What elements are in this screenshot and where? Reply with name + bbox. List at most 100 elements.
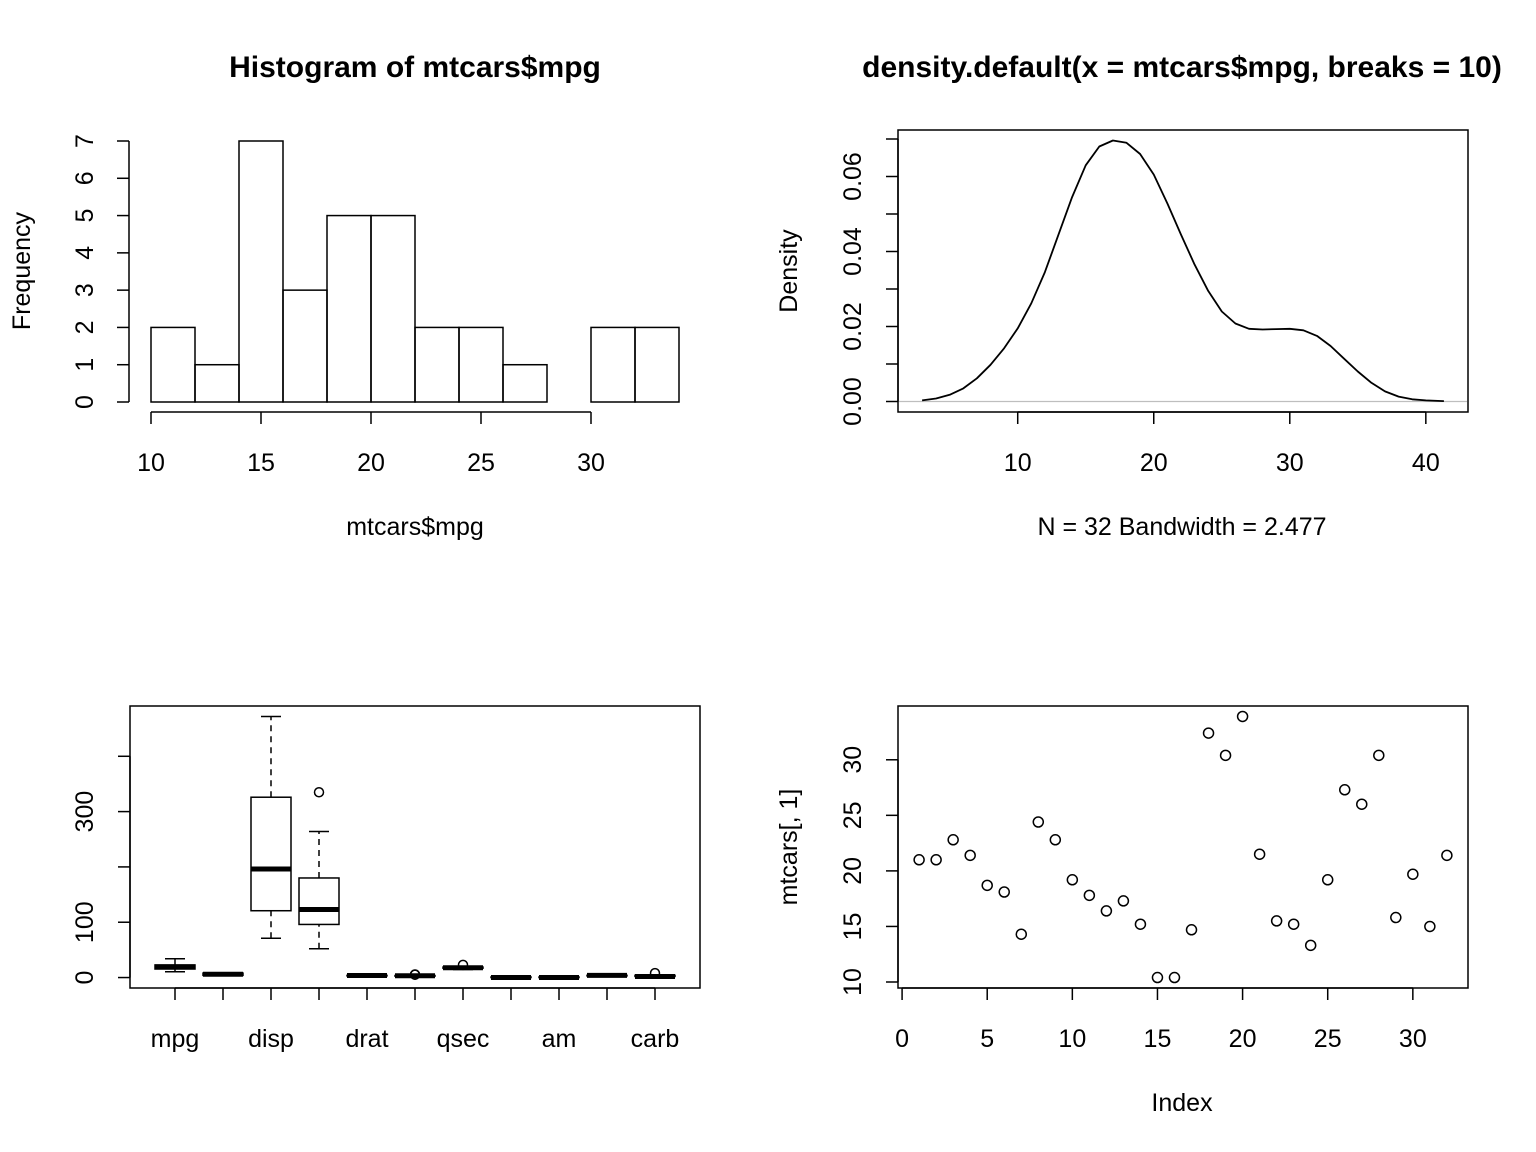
- density-curve: [921, 139, 1444, 402]
- scatter-y-tick-label: 15: [839, 913, 867, 941]
- scatter-point: [947, 834, 959, 846]
- scatter-point: [1083, 889, 1096, 902]
- density-y-tick-label: 0.04: [839, 227, 867, 276]
- scatter-x-tick-label: 15: [1144, 1025, 1172, 1053]
- boxplot-box-wt: [394, 969, 436, 980]
- histogram-y-tick-label: 7: [71, 134, 99, 148]
- boxplot-box-gear: [586, 972, 628, 978]
- scatter-point: [964, 849, 976, 862]
- boxplot-x-tick-label: mpg: [151, 1025, 200, 1053]
- scatter-point: [1066, 874, 1079, 886]
- histogram-bar: [326, 214, 372, 403]
- scatter-point: [1407, 868, 1419, 880]
- histogram-bar: [150, 326, 196, 403]
- scatter-y-tick-label: 30: [839, 746, 867, 774]
- scatter-point: [1168, 971, 1181, 984]
- scatter-point: [1236, 710, 1249, 723]
- histogram-bar: [590, 326, 636, 403]
- scatter-point: [998, 886, 1010, 898]
- boxplot-box-vs: [490, 975, 532, 981]
- histogram-x-tick-label: 25: [467, 449, 495, 477]
- boxplot-x-tick-label: am: [542, 1025, 577, 1053]
- histogram-x-label: mtcars$mpg: [346, 513, 484, 541]
- boxplot-box-disp: [250, 715, 292, 939]
- density-x-tick-label: 30: [1276, 449, 1304, 477]
- scatter-point: [930, 854, 942, 866]
- boxplot-y-tick-label: 100: [71, 901, 99, 943]
- histogram-y-label: Frequency: [8, 211, 36, 330]
- histogram-y-tick-label: 3: [71, 283, 99, 297]
- scatter-x-tick-label: 0: [895, 1025, 909, 1053]
- histogram-y-tick-label: 2: [71, 320, 99, 334]
- boxplot-box-hp: [298, 786, 340, 950]
- scatter-y-tick-label: 20: [839, 857, 867, 885]
- histogram-title: Histogram of mtcars$mpg: [229, 51, 601, 84]
- boxplot-box-carb: [634, 967, 676, 979]
- boxplot-box-drat: [346, 972, 388, 978]
- histogram-x-tick-label: 10: [137, 449, 165, 477]
- scatter-point: [1390, 911, 1402, 924]
- boxplot-outlier: [313, 786, 325, 798]
- histogram-bar: [282, 289, 328, 403]
- boxplot-plot-frame: [129, 705, 701, 989]
- scatter-point: [1134, 918, 1147, 930]
- boxplot-y-tick-label: 0: [71, 971, 99, 985]
- scatter-point: [1424, 920, 1436, 933]
- boxplot-iqr-box: [298, 877, 340, 926]
- scatter-point: [1185, 924, 1198, 936]
- scatter-y-tick-label: 25: [839, 801, 867, 829]
- scatter-point: [1270, 915, 1283, 927]
- scatter-point: [1321, 874, 1334, 886]
- histogram-bar: [634, 326, 680, 403]
- scatter-point: [1287, 918, 1300, 930]
- boxplot-outlier: [457, 959, 469, 971]
- density-y-label: Density: [775, 229, 803, 313]
- boxplot-panel: mpg disp drat qsec am carb 0 100 300: [71, 705, 701, 1053]
- scatter-x-tick-label: 30: [1399, 1025, 1427, 1053]
- histogram-x-tick-label: 30: [577, 449, 605, 477]
- scatter-point: [1049, 834, 1062, 846]
- boxplot-outlier: [649, 967, 661, 979]
- scatter-x-tick-label: 10: [1058, 1025, 1086, 1053]
- scatter-y-label: mtcars[, 1]: [775, 789, 803, 906]
- histogram-y-tick-label: 6: [71, 171, 99, 185]
- scatter-point: [1117, 895, 1130, 907]
- scatter-point: [913, 854, 925, 866]
- scatter-point: [1338, 784, 1351, 796]
- scatter-point: [1219, 749, 1232, 762]
- scatter-point: [1356, 798, 1368, 810]
- histogram-x-tick-label: 15: [247, 449, 275, 477]
- density-y-tick-label: 0.00: [839, 377, 867, 426]
- scatter-x-tick-label: 20: [1229, 1025, 1257, 1053]
- boxplot-box-qsec: [442, 959, 484, 971]
- density-x-tick-label: 20: [1140, 449, 1168, 477]
- density-y-tick-label: 0.02: [839, 302, 867, 351]
- density-title: density.default(x = mtcars$mpg, breaks =…: [862, 51, 1502, 84]
- histogram-y-tick-label: 4: [71, 246, 99, 260]
- scatter-point: [1253, 848, 1266, 860]
- boxplot-outlier: [409, 969, 421, 980]
- scatter-point: [1032, 816, 1045, 828]
- density-plot-frame: [897, 129, 1469, 413]
- histogram-y-tick-label: 0: [71, 395, 99, 409]
- scatter-panel: Index mtcars[, 1] 0 5 10 15 20 25 30 10 15 20 25 3…: [775, 705, 1469, 1117]
- scatter-point: [1015, 928, 1028, 940]
- scatter-x-tick-label: 25: [1314, 1025, 1342, 1053]
- scatter-plot-frame: [897, 705, 1469, 989]
- density-x-tick-label: 10: [1004, 449, 1032, 477]
- boxplot-x-tick-label: qsec: [437, 1025, 490, 1053]
- histogram-bar: [458, 326, 504, 403]
- histogram-bar: [502, 363, 548, 403]
- histogram-panel: Histogram of mtcars$mpg mtcars$mpg Frequ…: [8, 51, 680, 541]
- histogram-bar: [238, 140, 284, 403]
- histogram-y-tick-label: 5: [71, 209, 99, 223]
- scatter-point: [1202, 727, 1215, 739]
- scatter-x-tick-label: 5: [980, 1025, 994, 1053]
- histogram-bar: [194, 363, 240, 403]
- histogram-bar: [370, 214, 416, 403]
- boxplot-x-tick-label: drat: [345, 1025, 388, 1053]
- boxplot-y-tick-label: 300: [71, 791, 99, 833]
- density-panel: density.default(x = mtcars$mpg, breaks =…: [775, 51, 1502, 541]
- histogram-x-tick-label: 20: [357, 449, 385, 477]
